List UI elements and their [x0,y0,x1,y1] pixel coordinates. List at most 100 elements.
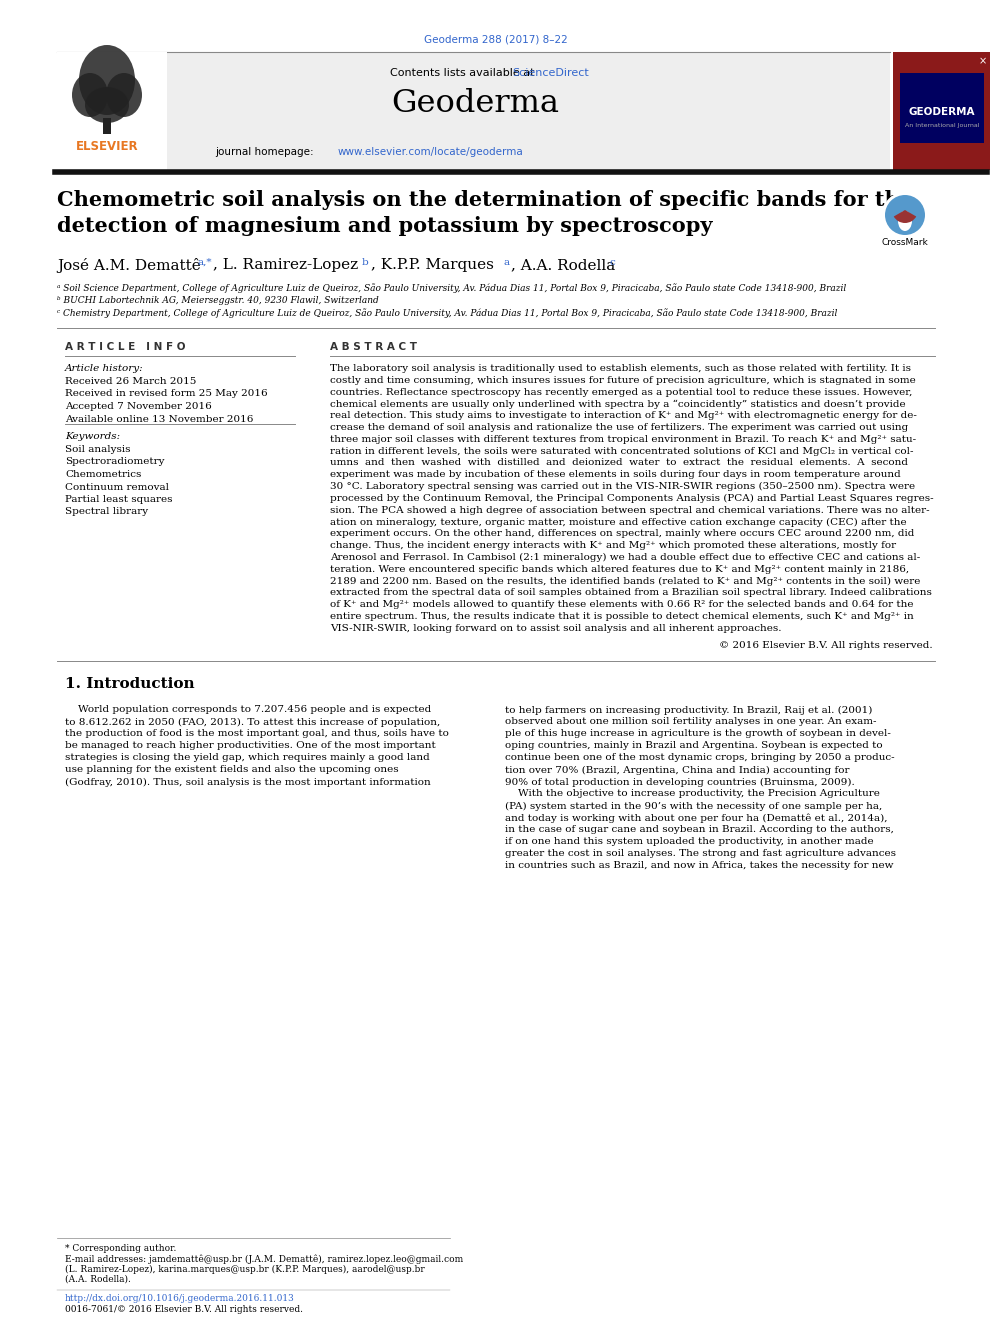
Text: processed by the Continuum Removal, the Principal Components Analysis (PCA) and : processed by the Continuum Removal, the … [330,493,933,503]
Text: a,*: a,* [197,258,211,267]
Text: Continuum removal: Continuum removal [65,483,169,492]
Text: the production of food is the most important goal, and thus, soils have to: the production of food is the most impor… [65,729,448,738]
Text: ation on mineralogy, texture, organic matter, moisture and effective cation exch: ation on mineralogy, texture, organic ma… [330,517,907,527]
Ellipse shape [85,87,129,123]
Text: and today is working with about one per four ha (Demattê et al., 2014a),: and today is working with about one per … [505,814,888,823]
Text: real detection. This study aims to investigate to interaction of K⁺ and Mg²⁺ wit: real detection. This study aims to inves… [330,411,917,421]
Text: in countries such as Brazil, and now in Africa, takes the necessity for new: in countries such as Brazil, and now in … [505,861,894,871]
Text: change. Thus, the incident energy interacts with K⁺ and Mg²⁺ which promoted thes: change. Thus, the incident energy intera… [330,541,896,550]
Circle shape [885,194,925,235]
Ellipse shape [72,73,108,116]
Text: With the objective to increase productivity, the Precision Agriculture: With the objective to increase productiv… [505,790,880,798]
Text: ScienceDirect: ScienceDirect [512,67,588,78]
Text: A R T I C L E   I N F O: A R T I C L E I N F O [65,343,186,352]
Text: © 2016 Elsevier B.V. All rights reserved.: © 2016 Elsevier B.V. All rights reserved… [719,642,933,651]
Text: continue been one of the most dynamic crops, bringing by 2050 a produc-: continue been one of the most dynamic cr… [505,753,895,762]
Text: in the case of sugar cane and soybean in Brazil. According to the authors,: in the case of sugar cane and soybean in… [505,826,894,835]
Text: An International Journal: An International Journal [905,123,979,127]
Text: sion. The PCA showed a high degree of association between spectral and chemical : sion. The PCA showed a high degree of as… [330,505,930,515]
Text: teration. Were encountered specific bands which altered features due to K⁺ and M: teration. Were encountered specific band… [330,565,909,574]
Text: , A.A. Rodella: , A.A. Rodella [511,258,615,273]
Bar [893,52,990,169]
Text: Partial least squares: Partial least squares [65,495,173,504]
Text: 90% of total production in developing countries (Bruinsma, 2009).: 90% of total production in developing co… [505,778,855,787]
Text: (A.A. Rodella).: (A.A. Rodella). [65,1275,131,1285]
Text: strategies is closing the yield gap, which requires mainly a good land: strategies is closing the yield gap, whi… [65,753,430,762]
Circle shape [882,192,928,238]
Text: chemical elements are usually only underlined with spectra by a “coincidently” s: chemical elements are usually only under… [330,400,906,409]
Text: costly and time consuming, which insures issues for future of precision agricult: costly and time consuming, which insures… [330,376,916,385]
Text: Arenosol and Ferrasol. In Cambisol (2:1 mineralogy) we had a double effect due t: Arenosol and Ferrasol. In Cambisol (2:1 … [330,553,921,562]
Ellipse shape [106,73,142,116]
Text: CrossMark: CrossMark [882,238,929,247]
Text: José A.M. Demattê: José A.M. Demattê [57,258,200,273]
Ellipse shape [898,210,912,232]
Bar [57,52,890,169]
Bar [103,118,111,134]
Text: , L. Ramirez-Lopez: , L. Ramirez-Lopez [213,258,358,273]
Text: Received 26 March 2015: Received 26 March 2015 [65,377,196,386]
Text: use planning for the existent fields and also the upcoming ones: use planning for the existent fields and… [65,766,399,774]
Text: Spectral library: Spectral library [65,508,148,516]
Text: ple of this huge increase in agriculture is the growth of soybean in devel-: ple of this huge increase in agriculture… [505,729,891,738]
Text: observed about one million soil fertility analyses in one year. An exam-: observed about one million soil fertilit… [505,717,877,726]
Text: countries. Reflectance spectroscopy has recently emerged as a potential tool to : countries. Reflectance spectroscopy has … [330,388,913,397]
Text: 1. Introduction: 1. Introduction [65,677,194,692]
Bar [57,52,167,169]
Wedge shape [894,210,917,224]
Text: entire spectrum. Thus, the results indicate that it is possible to detect chemic: entire spectrum. Thus, the results indic… [330,611,914,620]
Text: extracted from the spectral data of soil samples obtained from a Brazilian soil : extracted from the spectral data of soil… [330,589,931,597]
Text: The laboratory soil analysis is traditionally used to establish elements, such a: The laboratory soil analysis is traditio… [330,364,911,373]
Text: Article history:: Article history: [65,364,144,373]
Text: Geoderma: Geoderma [391,89,559,119]
Text: www.elsevier.com/locate/geoderma: www.elsevier.com/locate/geoderma [338,147,524,157]
Text: three major soil classes with different textures from tropical environment in Br: three major soil classes with different … [330,435,917,443]
Text: ᵃ Soil Science Department, College of Agriculture Luiz de Queiroz, São Paulo Uni: ᵃ Soil Science Department, College of Ag… [57,283,846,292]
Ellipse shape [79,45,135,115]
Text: journal homepage:: journal homepage: [215,147,316,157]
Text: * Corresponding author.: * Corresponding author. [65,1244,177,1253]
Text: Received in revised form 25 May 2016: Received in revised form 25 May 2016 [65,389,268,398]
Text: of K⁺ and Mg²⁺ models allowed to quantify these elements with 0.66 R² for the se: of K⁺ and Mg²⁺ models allowed to quantif… [330,601,914,609]
Text: (PA) system started in the 90’s with the necessity of one sample per ha,: (PA) system started in the 90’s with the… [505,802,882,811]
Text: ELSEVIER: ELSEVIER [75,140,138,153]
Text: 2189 and 2200 nm. Based on the results, the identified bands (related to K⁺ and : 2189 and 2200 nm. Based on the results, … [330,577,921,586]
Text: 0016-7061/© 2016 Elsevier B.V. All rights reserved.: 0016-7061/© 2016 Elsevier B.V. All right… [65,1304,303,1314]
Text: ×: × [979,56,987,66]
Text: Accepted 7 November 2016: Accepted 7 November 2016 [65,402,211,411]
Text: Available online 13 November 2016: Available online 13 November 2016 [65,414,253,423]
Text: b: b [362,258,369,267]
Text: experiment occurs. On the other hand, differences on spectral, mainly where occu: experiment occurs. On the other hand, di… [330,529,915,538]
Text: World population corresponds to 7.207.456 people and is expected: World population corresponds to 7.207.45… [65,705,432,714]
Text: Spectroradiometry: Spectroradiometry [65,458,165,467]
Text: Chemometric soil analysis on the determination of specific bands for the
detecti: Chemometric soil analysis on the determi… [57,191,913,235]
Text: ration in different levels, the soils were saturated with concentrated solutions: ration in different levels, the soils we… [330,447,914,455]
Text: umns  and  then  washed  with  distilled  and  deionized  water  to  extract  th: umns and then washed with distilled and … [330,458,908,467]
Text: ᵇ BUCHI Labortechnik AG, Meierseggstr. 40, 9230 Flawil, Switzerland: ᵇ BUCHI Labortechnik AG, Meierseggstr. 4… [57,296,379,306]
Text: greater the cost in soil analyses. The strong and fast agriculture advances: greater the cost in soil analyses. The s… [505,849,896,859]
Text: 30 °C. Laboratory spectral sensing was carried out in the VIS-NIR-SWIR regions (: 30 °C. Laboratory spectral sensing was c… [330,482,916,491]
Text: Contents lists available at: Contents lists available at [390,67,538,78]
Text: Keywords:: Keywords: [65,433,120,441]
Text: ᶜ Chemistry Department, College of Agriculture Luiz de Queiroz, São Paulo Univer: ᶜ Chemistry Department, College of Agric… [57,308,837,318]
Text: to help farmers on increasing productivity. In Brazil, Raij et al. (2001): to help farmers on increasing productivi… [505,705,872,714]
Text: if on one hand this system uploaded the productivity, in another made: if on one hand this system uploaded the … [505,837,874,847]
Text: crease the demand of soil analysis and rationalize the use of fertilizers. The e: crease the demand of soil analysis and r… [330,423,909,433]
Text: (L. Ramirez-Lopez), karina.marques@usp.br (K.P.P. Marques), aarodel@usp.br: (L. Ramirez-Lopez), karina.marques@usp.b… [65,1265,425,1274]
Text: be managed to reach higher productivities. One of the most important: be managed to reach higher productivitie… [65,741,435,750]
Text: GEODERMA: GEODERMA [909,107,975,116]
Text: Soil analysis: Soil analysis [65,445,131,454]
Text: E-mail addresses: jamdemattê@usp.br (J.A.M. Demattê), ramirez.lopez.leo@gmail.co: E-mail addresses: jamdemattê@usp.br (J.A… [65,1256,463,1265]
Text: tion over 70% (Brazil, Argentina, China and India) accounting for: tion over 70% (Brazil, Argentina, China … [505,766,849,774]
Text: oping countries, mainly in Brazil and Argentina. Soybean is expected to: oping countries, mainly in Brazil and Ar… [505,741,883,750]
Text: Geoderma 288 (2017) 8–22: Geoderma 288 (2017) 8–22 [425,34,567,45]
Text: , K.P.P. Marques: , K.P.P. Marques [371,258,494,273]
Text: VIS-NIR-SWIR, looking forward on to assist soil analysis and all inherent approa: VIS-NIR-SWIR, looking forward on to assi… [330,623,782,632]
Text: a: a [503,258,509,267]
Text: c: c [609,258,615,267]
Text: (Godfray, 2010). Thus, soil analysis is the most important information: (Godfray, 2010). Thus, soil analysis is … [65,778,431,787]
Bar [900,73,984,143]
Text: A B S T R A C T: A B S T R A C T [330,343,417,352]
Text: to 8.612.262 in 2050 (FAO, 2013). To attest this increase of population,: to 8.612.262 in 2050 (FAO, 2013). To att… [65,717,440,726]
Text: http://dx.doi.org/10.1016/j.geoderma.2016.11.013: http://dx.doi.org/10.1016/j.geoderma.201… [65,1294,295,1303]
